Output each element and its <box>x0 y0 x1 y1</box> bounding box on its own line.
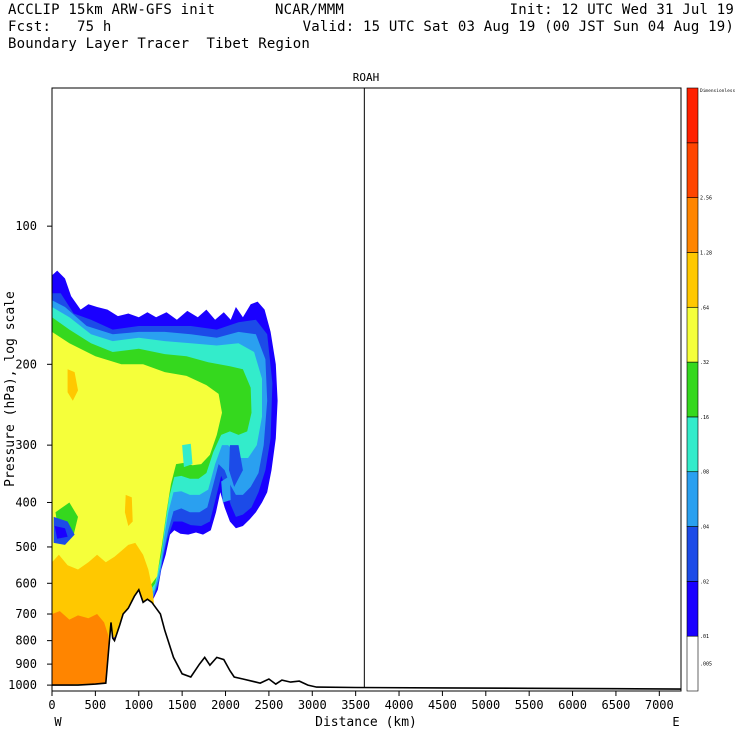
x-axis-ticks: 0 500 1000 1500 2000 2500 3000 3500 4000 4500 5000… <box>48 691 674 712</box>
header-init-time: Init: 12 UTC Wed 31 Jul 19 <box>509 2 734 18</box>
header-institution: NCAR/MMM <box>275 2 345 18</box>
colorbar-segment <box>686 142 699 198</box>
colorbar-level-label: .32 <box>700 360 709 366</box>
east-end-label: E <box>672 715 679 729</box>
y-tick-label: 700 <box>15 607 37 621</box>
header-field-title: Boundary Layer Tracer Tibet Region <box>8 36 311 52</box>
y-tick-label: 800 <box>15 634 37 648</box>
x-tick-label: 2000 <box>211 698 240 712</box>
y-tick-label: 400 <box>15 495 37 509</box>
y-tick-label: 200 <box>15 357 37 371</box>
x-tick-label: 3000 <box>298 698 327 712</box>
terrain-profile-line <box>52 588 682 690</box>
x-axis-label: Distance (km) <box>315 715 417 730</box>
colorbar-segment <box>686 471 699 527</box>
colorbar-segment <box>686 306 699 363</box>
colorbar-segment <box>686 526 699 582</box>
colorbar-level-label: .08 <box>700 470 709 476</box>
colorbar-level-label: 2.56 <box>700 196 712 202</box>
chart-title: ROAH <box>353 71 380 84</box>
x-tick-label: 6500 <box>601 698 630 712</box>
colorbar-segment <box>686 252 699 308</box>
header-forecast-hour: Fcst: 75 h <box>8 19 112 35</box>
header-valid-time: Valid: 15 UTC Sat 03 Aug 19 (00 JST Sun … <box>302 19 734 35</box>
x-tick-label: 4500 <box>428 698 457 712</box>
x-tick-label: 4000 <box>385 698 414 712</box>
colorbar-segment <box>686 361 699 418</box>
x-tick-label: 5000 <box>471 698 500 712</box>
y-tick-label: 600 <box>15 576 37 590</box>
tracer-contours <box>52 270 278 686</box>
x-tick-label: 5500 <box>515 698 544 712</box>
colorbar-segment <box>686 635 699 692</box>
y-tick-label: 300 <box>15 438 37 452</box>
tracer-cell <box>182 443 193 468</box>
x-tick-label: 1000 <box>124 698 153 712</box>
y-axis-ticks: 100 200 300 400 500 600 700 800 900 1000 <box>8 219 52 692</box>
x-tick-label: 0 <box>48 698 55 712</box>
x-tick-label: 1500 <box>168 698 197 712</box>
terrain-layer <box>52 588 682 690</box>
y-tick-label: 500 <box>15 540 37 554</box>
colorbar-level-label: .64 <box>700 305 709 311</box>
colorbar-segment <box>686 416 699 473</box>
y-axis-label: Pressure (hPa), log scale <box>3 291 18 487</box>
colorbar-level-label: 1.28 <box>700 250 712 256</box>
colorbar-level-label: .16 <box>700 415 709 421</box>
tracer-cell <box>124 494 133 526</box>
colorbar-segment <box>686 87 699 144</box>
tracer-band-1.28 <box>52 611 110 686</box>
tracer-cell <box>67 369 78 401</box>
tracer-cell <box>54 526 68 539</box>
colorbar-level-label: .01 <box>700 634 709 640</box>
y-tick-label: 900 <box>15 657 37 671</box>
colorbar-level-label: .04 <box>700 525 709 531</box>
y-tick-label: 100 <box>15 219 37 233</box>
x-tick-label: 3500 <box>341 698 370 712</box>
y-tick-label: 1000 <box>8 678 37 692</box>
colorbar-segment <box>686 197 699 253</box>
west-end-label: W <box>54 715 62 729</box>
x-tick-label: 2500 <box>254 698 283 712</box>
colorbar-level-label: .02 <box>700 579 709 585</box>
tracer-cell <box>229 445 243 487</box>
plot-frame <box>51 87 682 692</box>
x-tick-label: 6000 <box>558 698 587 712</box>
header-run-name: ACCLIP 15km ARW-GFS init <box>8 2 216 18</box>
colorbar: .005 .01 .02 .04 .08 .16 .32 .64 1.28 2.56 Dimensi… <box>686 87 736 692</box>
tracer-cell <box>221 475 231 503</box>
colorbar-units-label: Dimensionless <box>700 88 736 94</box>
x-tick-label: 7000 <box>645 698 674 712</box>
x-tick-label: 500 <box>85 698 107 712</box>
colorbar-segment <box>686 581 699 637</box>
colorbar-level-label: .005 <box>700 662 712 668</box>
